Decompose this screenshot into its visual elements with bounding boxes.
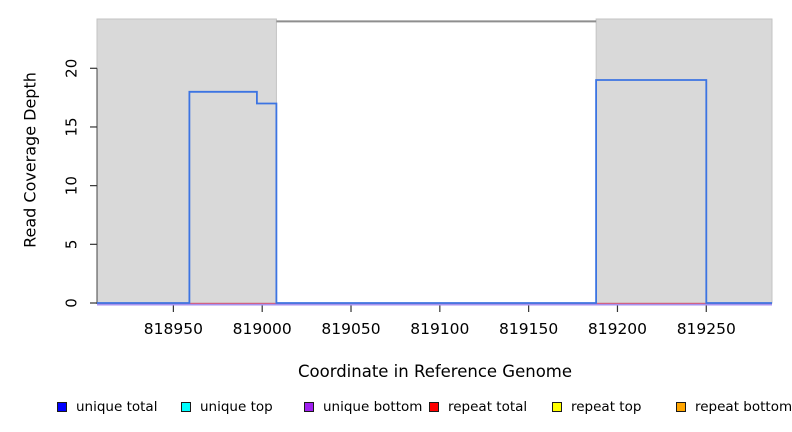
unique-top-swatch-icon [181,402,191,412]
legend-item-repeat-bottom: repeat bottom [676,398,792,416]
legend-item-repeat-top: repeat top [552,398,641,416]
x-tick-label: 818950 [144,320,203,338]
shaded-region-right-flank [595,18,773,304]
coverage-line-unique-total [97,79,772,304]
unique-bottom-swatch-icon [304,402,314,412]
legend-label: unique bottom [323,399,423,415]
x-tick-label: 819100 [410,320,469,338]
x-tick-label: 819200 [588,320,647,338]
legend-label: unique top [200,399,273,415]
repeat-total-swatch-icon [429,402,439,412]
legend-label: unique total [76,399,158,415]
legend-label: repeat total [448,399,528,415]
repeat-bottom-swatch-icon [676,402,686,412]
y-tick-label: 15 [63,117,81,136]
chart-legend: unique total unique top unique bottom re… [0,398,792,420]
legend-label: repeat bottom [695,399,792,415]
legend-item-unique-total: unique total [57,398,157,416]
legend-label: repeat top [571,399,642,415]
repeat-top-swatch-icon [552,402,562,412]
shaded-region-left-flank [96,18,277,304]
x-tick-label: 819250 [677,320,736,338]
x-tick-label: 819050 [321,320,380,338]
legend-item-unique-top: unique top [181,398,273,416]
legend-item-unique-bottom: unique bottom [304,398,422,416]
y-tick-label: 20 [63,59,81,78]
x-tick-label: 819000 [233,320,292,338]
x-tick-label: 819150 [499,320,558,338]
x-axis-title: Coordinate in Reference Genome [297,362,573,381]
unique-total-swatch-icon [57,402,67,412]
y-tick-label: 10 [63,176,81,195]
y-tick-label: 5 [63,240,81,250]
legend-item-repeat-total: repeat total [429,398,527,416]
y-axis-title: Read Coverage Depth [20,72,40,248]
y-tick-label: 0 [63,298,81,308]
